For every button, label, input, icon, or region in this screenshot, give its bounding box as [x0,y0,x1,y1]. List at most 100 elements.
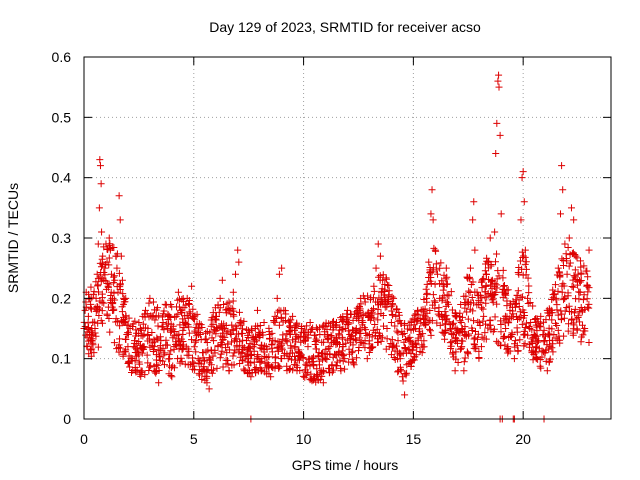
data-point [318,349,326,357]
data-point [113,250,121,258]
data-point [482,282,490,290]
data-point [81,322,89,330]
data-point [170,364,178,372]
data-point [144,359,152,367]
data-point [345,358,353,366]
data-point [393,342,401,350]
x-tick-label: 20 [515,431,531,447]
data-point [379,300,387,308]
data-point [105,280,113,288]
data-point [213,313,221,321]
data-point [371,320,379,328]
data-point [513,291,521,299]
data-point [307,370,315,378]
data-point [150,306,158,314]
data-point [293,322,301,330]
data-point [105,242,113,250]
data-point [202,335,210,343]
data-point [137,372,145,380]
data-point [131,348,139,356]
data-point [154,361,162,369]
data-point [358,317,366,325]
data-point [174,310,182,318]
data-point [577,277,585,285]
data-point [344,327,352,335]
data-point [438,328,446,336]
data-point [291,356,299,364]
data-point [576,318,584,326]
data-point [579,331,587,339]
data-point [525,289,533,297]
data-point [426,269,434,277]
data-point [329,326,337,334]
data-point [138,369,146,377]
data-point [98,228,106,236]
data-point [531,348,539,356]
data-point [340,317,348,325]
data-point [565,302,573,310]
data-point [97,317,105,325]
data-point [174,296,182,304]
data-point [521,324,529,332]
data-point [338,333,346,341]
data-point [165,320,173,328]
data-point [374,338,382,346]
data-point [490,325,498,333]
data-point [207,347,215,355]
data-point [394,337,402,345]
data-point [460,358,468,366]
data-point [407,350,415,358]
data-point [554,311,562,319]
data-point [154,322,162,330]
data-point [256,321,264,329]
data-point [545,358,553,366]
data-point [92,332,100,340]
data-point [491,313,499,321]
data-point [431,304,439,312]
data-point [160,326,168,334]
data-point [245,343,253,351]
data-point [519,168,527,176]
data-point [235,258,243,266]
data-point [103,311,111,319]
data-point [553,306,561,314]
data-point [365,340,373,348]
data-point [139,345,147,353]
data-point [89,341,97,349]
data-point [216,304,224,312]
data-point [273,294,281,302]
data-point [503,313,511,321]
data-point [205,385,213,393]
data-point [542,357,550,365]
data-point [584,282,592,290]
data-point [308,377,316,385]
data-point [414,311,422,319]
data-point [312,345,320,353]
data-point [426,325,434,333]
data-point [488,296,496,304]
data-point [578,308,586,316]
data-point [565,234,573,242]
data-point [540,326,548,334]
data-point [366,296,374,304]
data-point [318,338,326,346]
data-point [178,308,186,316]
data-point [542,346,550,354]
data-point [303,322,311,330]
data-point [247,359,255,367]
data-point [495,71,503,79]
data-point [570,216,578,224]
data-point [499,266,507,274]
data-point [503,297,511,305]
data-point [219,363,227,371]
data-point [198,376,206,384]
data-point [167,327,175,335]
data-point [133,366,141,374]
data-point [185,297,193,305]
data-point [139,320,147,328]
data-point [522,258,530,266]
data-point [115,269,123,277]
data-point [95,311,103,319]
data-point [147,362,155,370]
data-point [145,367,153,375]
